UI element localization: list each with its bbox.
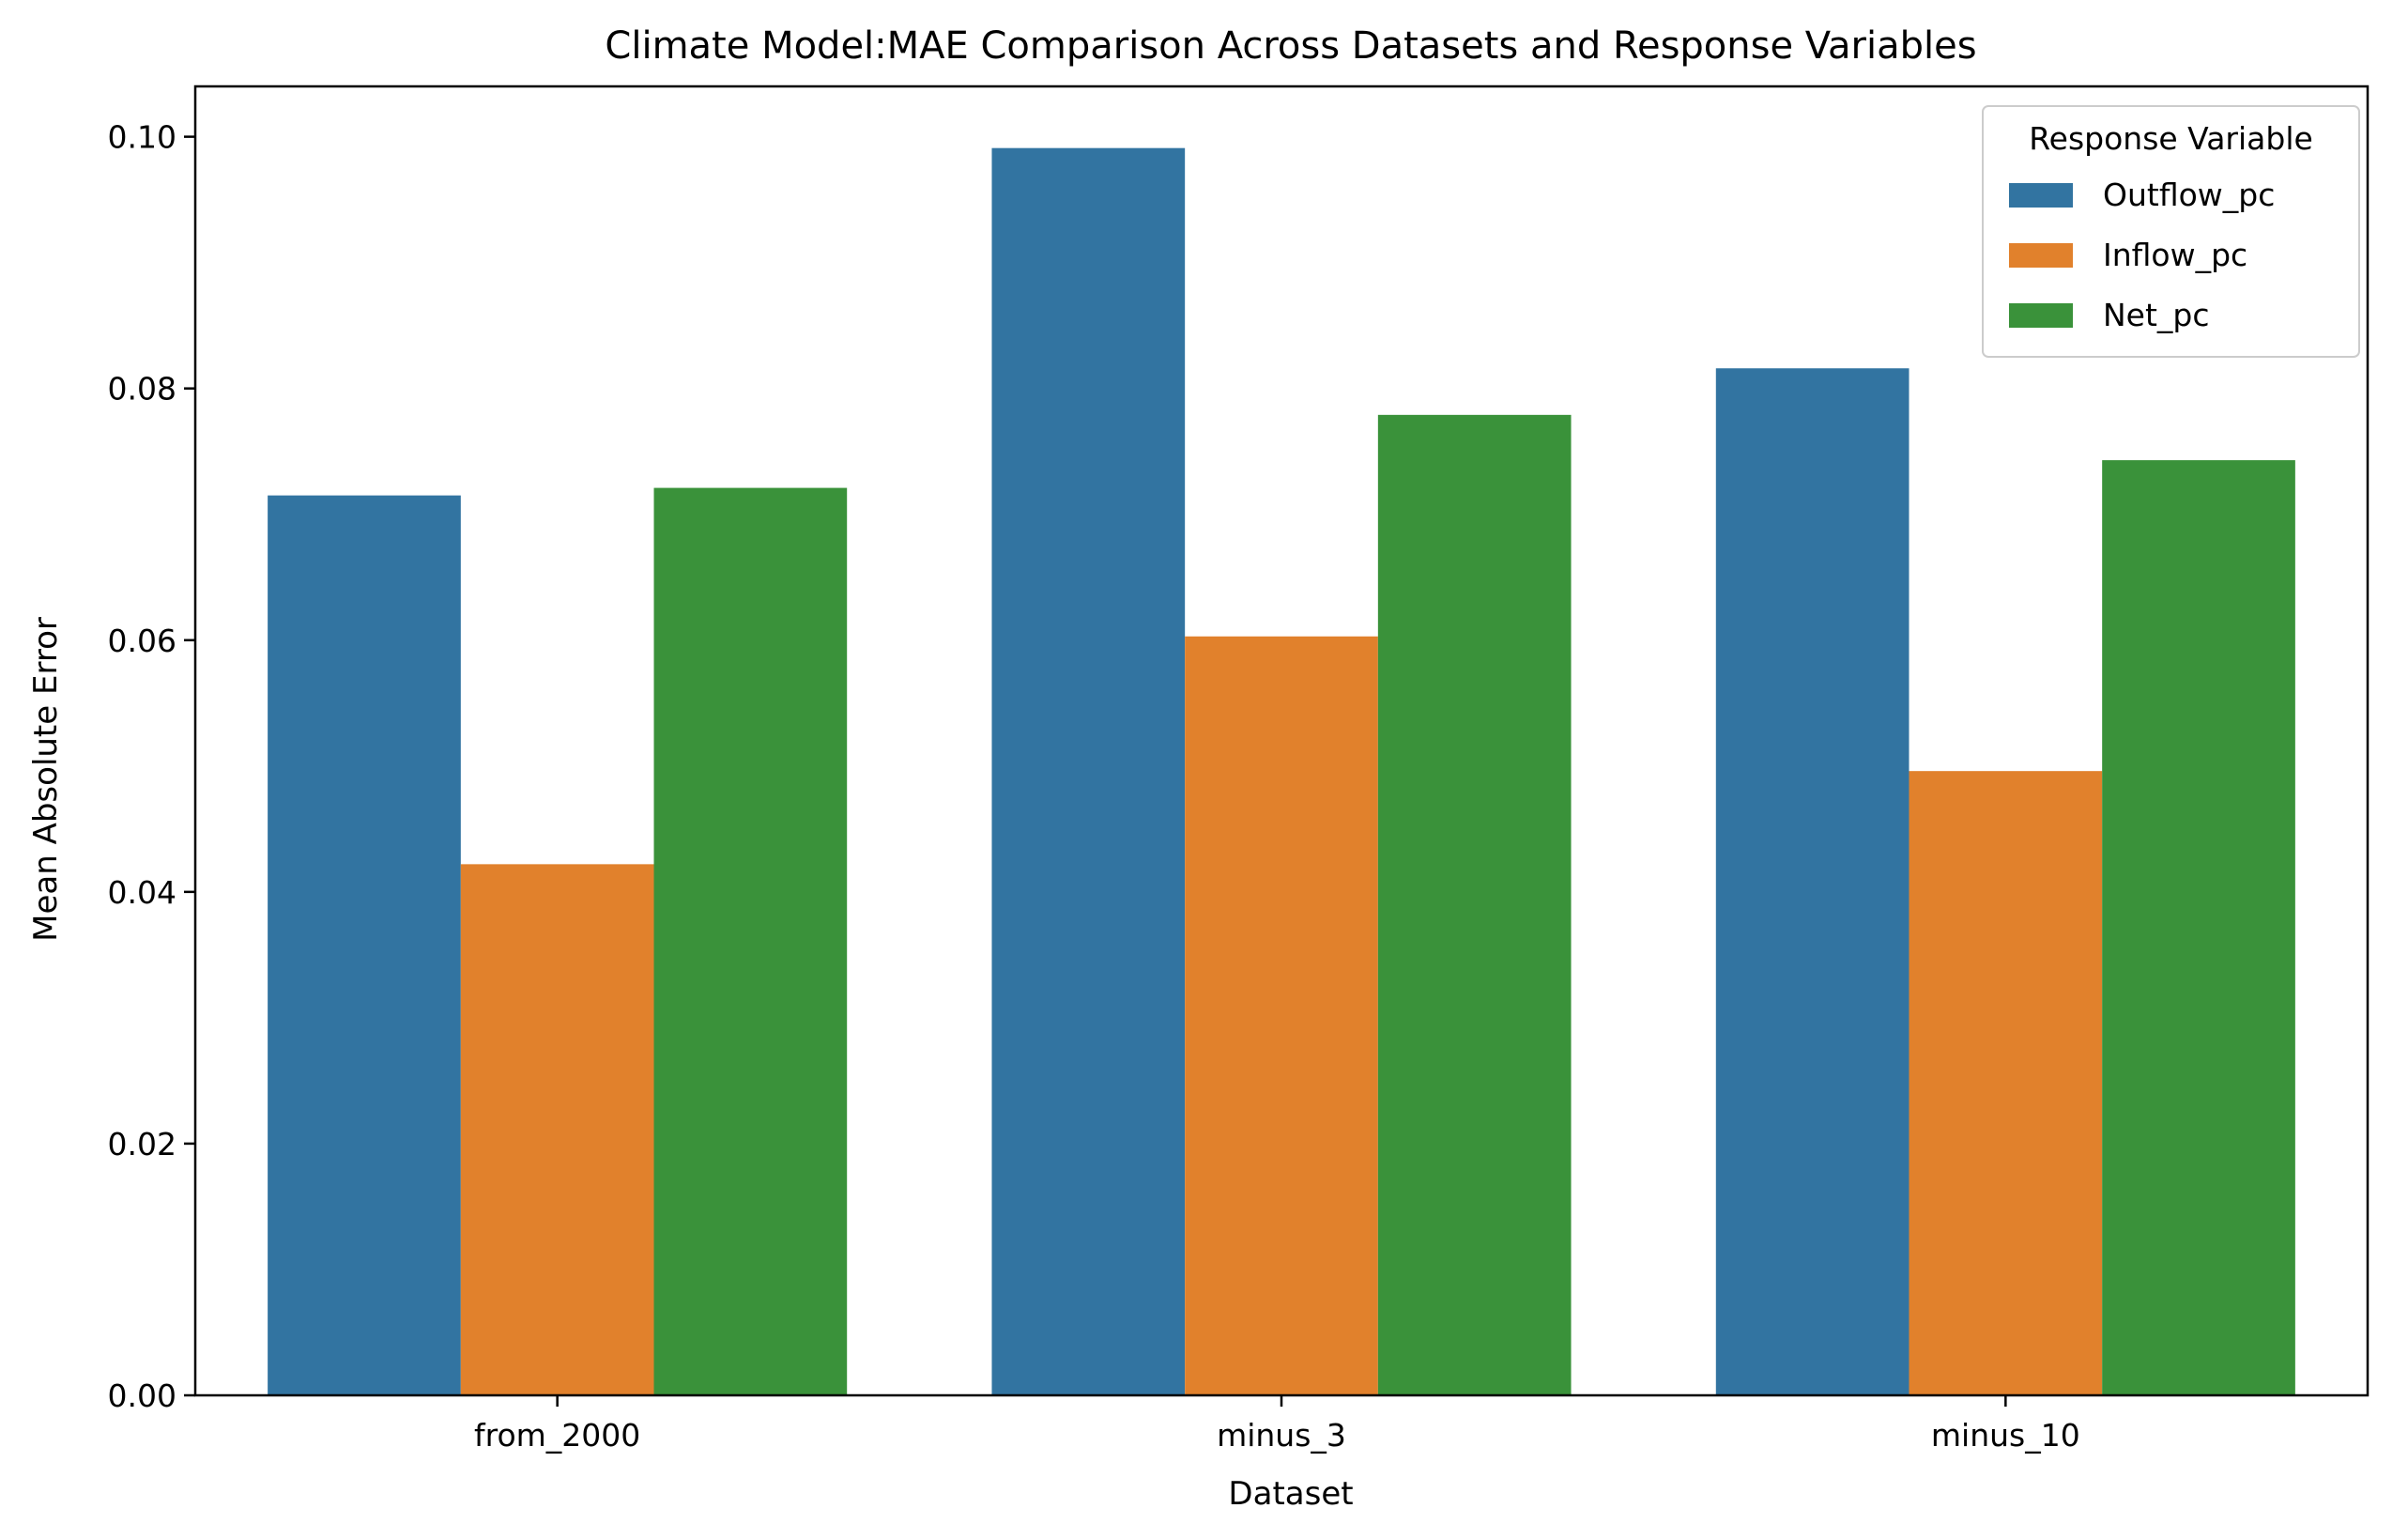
legend-swatch-Inflow_pc: [2009, 243, 2073, 268]
bar-Outflow_pc-minus_3: [991, 147, 1186, 1396]
x-axis-label: Dataset: [1228, 1475, 1353, 1513]
bar-Outflow_pc-minus_10: [1715, 368, 1910, 1396]
legend-label-Inflow_pc: Inflow_pc: [2103, 237, 2247, 273]
y-tick-label: 0.06: [108, 623, 176, 659]
y-axis: 0.00 0.02 0.04 0.06 0.08 0.10: [108, 119, 195, 1414]
y-tick-label: 0.04: [108, 874, 176, 911]
bar-Outflow_pc-from_2000: [268, 495, 461, 1395]
legend-title: Response Variable: [2029, 120, 2313, 157]
bar-Inflow_pc-minus_3: [1185, 636, 1378, 1395]
x-tick-label: from_2000: [474, 1417, 640, 1454]
bar-Inflow_pc-from_2000: [460, 864, 654, 1395]
x-tick-label: minus_10: [1931, 1417, 2080, 1454]
bar-Inflow_pc-minus_10: [1909, 771, 2103, 1395]
bars-group: [268, 147, 2295, 1396]
y-tick-label: 0.02: [108, 1126, 176, 1162]
chart-title: Climate Model:MAE Comparison Across Data…: [605, 24, 1976, 68]
legend-swatch-Net_pc: [2009, 303, 2073, 328]
x-axis: from_2000 minus_3 minus_10: [474, 1395, 2080, 1454]
legend-box: [1982, 105, 2360, 358]
bar-Net_pc-minus_3: [1377, 414, 1572, 1396]
x-tick-label: minus_3: [1217, 1417, 1346, 1454]
y-tick-label: 0.08: [108, 371, 176, 408]
y-tick-label: 0.00: [108, 1377, 176, 1414]
legend-label-Outflow_pc: Outflow_pc: [2103, 177, 2275, 213]
legend: Response Variable Outflow_pc Inflow_pc Net_…: [1982, 105, 2360, 358]
y-axis-label: Mean Absolute Error: [27, 617, 65, 942]
legend-label-Net_pc: Net_pc: [2103, 297, 2210, 333]
bar-Net_pc-from_2000: [653, 487, 848, 1395]
plot-frame: [193, 85, 2370, 1397]
bar-Net_pc-minus_10: [2102, 460, 2295, 1395]
legend-swatch-Outflow_pc: [2009, 183, 2073, 208]
y-tick-label: 0.10: [108, 119, 176, 156]
